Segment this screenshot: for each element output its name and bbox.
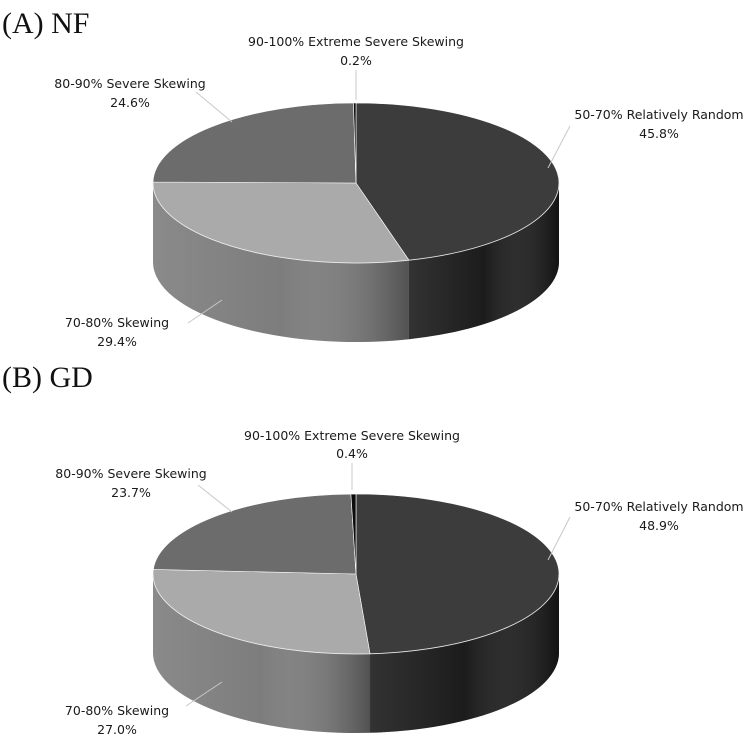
slice-label-value: 0.2% — [340, 53, 372, 68]
slice-label-value: 45.8% — [639, 126, 679, 141]
slice-label-category: 80-90% Severe Skewing — [54, 76, 205, 91]
pie-chart-gd — [152, 493, 560, 733]
panel-title-gd: (B) GD — [2, 361, 93, 394]
pie-panel-nf: (A) NF 90-100% Extreme Severe Skewing 0.… — [2, 7, 744, 349]
slice-label-category: 80-90% Severe Skewing — [55, 466, 206, 481]
leader-line — [195, 91, 233, 123]
pie-side-shade — [408, 183, 559, 340]
pie-top-slices — [152, 493, 560, 655]
slice-label-category: 50-70% Relatively Random — [574, 107, 743, 122]
slice-label-value: 0.4% — [336, 446, 368, 461]
panel-title-nf: (A) NF — [2, 7, 90, 40]
leader-line — [547, 125, 571, 169]
leader-line — [187, 299, 223, 324]
pie-chart-nf — [152, 102, 560, 342]
slice-label-category: 50-70% Relatively Random — [574, 499, 743, 514]
pie-side-shade — [153, 183, 409, 342]
pie-slice-80-90-severe-skewing — [152, 102, 357, 184]
pie-side-shade — [370, 574, 559, 733]
slice-label-category: 70-80% Skewing — [65, 315, 169, 330]
leader-line — [197, 484, 233, 513]
pie-side-shade — [153, 574, 371, 733]
slice-label-value: 24.6% — [110, 95, 150, 110]
pie-top-slices — [152, 102, 560, 264]
leader-line — [547, 516, 571, 561]
slice-label-value: 29.4% — [97, 334, 137, 349]
slice-labels-nf: 90-100% Extreme Severe Skewing 0.2% 80-9… — [54, 34, 743, 349]
pie-rim-highlight — [152, 573, 560, 655]
slice-label-category: 90-100% Extreme Severe Skewing — [248, 34, 464, 49]
leader-line — [185, 681, 223, 707]
pie-side-walls — [153, 574, 559, 733]
slice-label-category: 90-100% Extreme Severe Skewing — [244, 428, 460, 443]
slice-label-value: 27.0% — [97, 722, 137, 737]
pie-panel-gd: (B) GD 90-100% Extreme Severe Skewing 0.… — [2, 361, 744, 737]
pie-slice-90-100-extreme-severe-skewing — [353, 102, 357, 184]
pie-slice-90-100-extreme-severe-skewing — [350, 493, 357, 575]
pie-side-walls — [153, 183, 559, 342]
slice-label-value: 48.9% — [639, 518, 679, 533]
pie-rim-highlight — [152, 182, 560, 264]
slice-label-category: 70-80% Skewing — [65, 703, 169, 718]
slice-labels-gd: 90-100% Extreme Severe Skewing 0.4% 80-9… — [55, 428, 743, 737]
slice-label-value: 23.7% — [111, 485, 151, 500]
pie-slice-80-90-severe-skewing — [152, 493, 357, 575]
